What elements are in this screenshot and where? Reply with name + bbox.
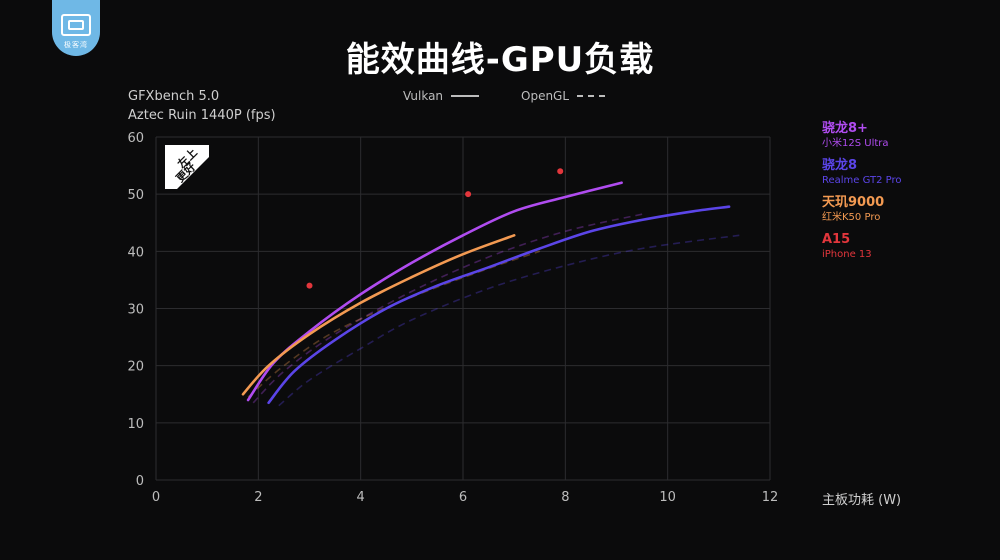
y-tick-label: 50	[127, 188, 144, 203]
legend-vulkan-label: Vulkan	[403, 89, 444, 103]
benchmark-test: Aztec Ruin 1440P (fps)	[128, 108, 276, 123]
legend-item: 骁龙8+ 小米12S Ultra	[822, 121, 902, 150]
grid-lines	[155, 136, 771, 481]
solid-line-icon	[451, 95, 480, 97]
legend-series-name: 骁龙8+	[822, 121, 868, 136]
legend-device-name: 小米12S Ultra	[822, 138, 889, 149]
tick-labels: 0 2 4 6 8 10 12 0 10 20 30 40 50 60	[127, 131, 778, 505]
legend-device-name: 红米K50 Pro	[822, 212, 881, 223]
x-tick-label: 12	[762, 490, 779, 505]
data-point	[306, 282, 313, 289]
legend-vulkan: Vulkan	[403, 89, 480, 103]
y-tick-label: 40	[127, 245, 144, 260]
logo-text: 极客湾	[64, 41, 88, 49]
x-tick-label: 6	[459, 490, 467, 505]
legend-item: A15 iPhone 13	[822, 232, 902, 261]
y-tick-label: 60	[127, 131, 144, 146]
benchmark-label: GFXbench 5.0 Aztec Ruin 1440P (fps)	[128, 87, 276, 125]
legend-device-name: iPhone 13	[822, 249, 872, 260]
x-tick-label: 4	[357, 490, 365, 505]
legend-opengl-label: OpenGL	[521, 89, 570, 103]
data-point	[557, 168, 564, 175]
legend-opengl: OpenGL	[521, 89, 606, 103]
arrow-icon	[165, 145, 209, 189]
series-opengl-line-0	[252, 213, 643, 404]
dashed-line-icon	[577, 95, 606, 97]
y-tick-label: 20	[127, 360, 144, 375]
x-axis-label: 主板功耗 (W)	[822, 493, 902, 508]
x-tick-label: 10	[659, 490, 676, 505]
badge: 左上 更好	[165, 145, 209, 189]
logo-icon	[61, 14, 91, 36]
brand-logo: 极客湾	[52, 0, 100, 56]
x-tick-label: 0	[152, 490, 160, 505]
series-vulkan-line-1	[267, 205, 731, 405]
benchmark-name: GFXbench 5.0	[128, 89, 220, 104]
series-opengl-line-2	[247, 250, 541, 398]
series-opengl-line-1	[278, 234, 740, 407]
legend-series-name: A15	[822, 232, 851, 247]
data-point	[465, 191, 472, 198]
y-tick-label: 30	[127, 303, 144, 318]
y-tick-label: 0	[136, 474, 144, 489]
series-legend: 骁龙8+ 小米12S Ultra 骁龙8 Realme GT2 Pro 天玑9000 红米…	[822, 121, 902, 269]
series-curves	[241, 168, 740, 407]
legend-item: 天玑9000 红米K50 Pro	[822, 195, 902, 224]
legend-series-name: 骁龙8	[822, 158, 858, 173]
series-vulkan-line-2	[241, 234, 516, 396]
chart-title: 能效曲线-GPU负载	[345, 40, 655, 80]
x-tick-label: 8	[561, 490, 569, 505]
legend-series-name: 天玑9000	[822, 195, 885, 210]
y-tick-label: 10	[127, 417, 144, 432]
legend-device-name: Realme GT2 Pro	[822, 175, 902, 186]
legend-item: 骁龙8 Realme GT2 Pro	[822, 158, 902, 187]
x-tick-label: 2	[254, 490, 262, 505]
